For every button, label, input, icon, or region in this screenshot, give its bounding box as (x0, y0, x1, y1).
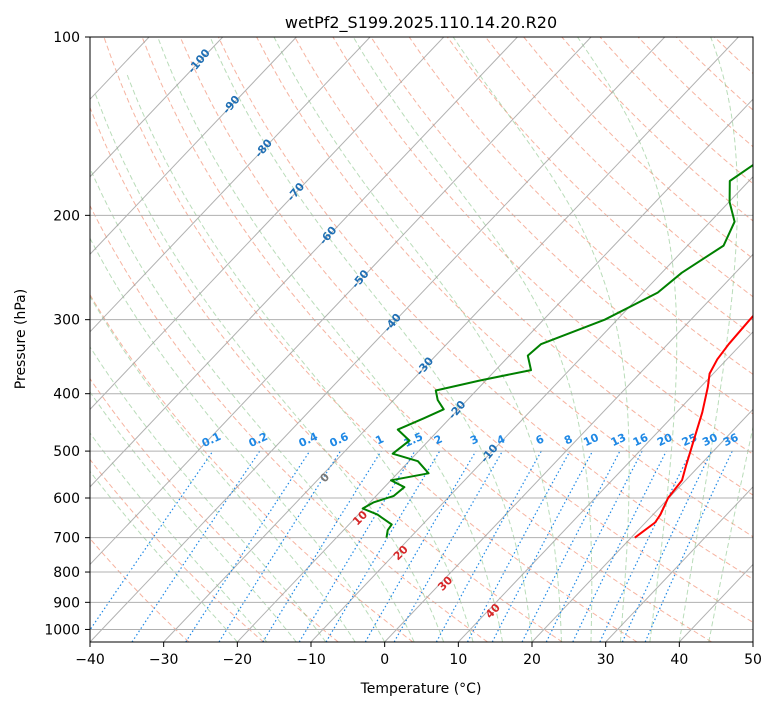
x-axis-label: Temperature (°C) (360, 681, 482, 697)
x-tick-label: 20 (523, 652, 541, 668)
x-tick-label: −10 (296, 652, 326, 668)
moist-adiabat-line (273, 37, 562, 642)
y-tick-label: 600 (53, 491, 80, 507)
isotherm-line (90, 37, 445, 411)
mixing-ratio-line (572, 450, 667, 642)
moist-adiabat-line (678, 37, 738, 642)
sounding-traces (361, 163, 753, 539)
moist-adiabat-line (577, 37, 678, 642)
y-axis-label: Pressure (hPa) (13, 289, 29, 389)
dry-adiabat-line (90, 458, 264, 642)
moist-adiabat-line (90, 391, 297, 642)
moist-adiabat-line (90, 167, 415, 642)
moist-adiabat-line (90, 432, 268, 642)
isotherm-line (90, 37, 592, 566)
y-tick-label: 200 (53, 208, 80, 224)
x-tick-label: −40 (75, 652, 105, 668)
mixing-ratio-line (298, 450, 416, 642)
mixing-ratio-line (644, 450, 733, 642)
dry-adiabat-line (408, 37, 753, 375)
mixing-ratio-line (185, 450, 311, 642)
moist-adiabat-line (157, 37, 503, 642)
x-tick-label: 0 (380, 652, 389, 668)
y-tick-label: 900 (53, 595, 80, 611)
chart-title: wetPf2_S199.2025.110.14.20.R20 (285, 13, 557, 33)
plot-frame (89, 36, 754, 643)
y-axis-ticks: 100 200 300 400 500 600 700 800 900 1000 (44, 30, 90, 638)
dry-adiabat-line (370, 37, 753, 415)
dry-adiabat-line (90, 106, 563, 642)
y-tick-label: 300 (53, 313, 80, 329)
dry-adiabat-line (141, 37, 712, 642)
moist-adiabat-line (452, 37, 630, 642)
mixing-ratio-line (466, 450, 571, 642)
x-tick-label: 30 (597, 652, 615, 668)
x-tick-label: −20 (223, 652, 253, 668)
x-axis-ticks: −40 −30 −20 −10 0 10 20 30 40 50 (75, 642, 762, 668)
mixing-ratio-label: 36 (721, 431, 741, 449)
moist-adiabat-line (708, 424, 753, 642)
background-lines (90, 37, 753, 642)
mixing-ratio-label: 20 (655, 431, 675, 449)
y-tick-label: 500 (53, 444, 80, 460)
isotherm-line (605, 486, 753, 642)
mixing-ratio-line (262, 450, 382, 642)
moist-adiabat-line (209, 37, 533, 642)
y-tick-label: 700 (53, 531, 80, 547)
isotherm-line (384, 253, 753, 642)
mixing-ratio-line (545, 450, 643, 642)
moist-adiabat-line (90, 237, 386, 642)
dry-adiabat-line (485, 37, 753, 298)
mixing-ratio-line (435, 450, 542, 642)
x-tick-label: 50 (744, 652, 762, 668)
moist-adiabat-line (352, 37, 593, 642)
moist-adiabat-line (90, 470, 238, 642)
dewpoint-trace (361, 163, 753, 538)
isotherm-line (531, 408, 753, 642)
dry-adiabat-line (90, 204, 488, 642)
mixing-ratio-line (131, 450, 261, 642)
moist-adiabat-line (95, 94, 445, 642)
mixing-ratio-label: 30 (700, 431, 720, 449)
mixing-ratio-line (218, 450, 342, 642)
x-tick-label: 10 (449, 652, 467, 668)
moist-adiabat-line (126, 72, 474, 642)
y-tick-label: 100 (53, 30, 80, 46)
mixing-ratio-label: 16 (631, 431, 651, 449)
isotherm-line (457, 331, 753, 642)
x-tick-label: −30 (149, 652, 179, 668)
moist-adiabat-line (90, 295, 356, 642)
isotherm-line (90, 37, 518, 488)
mixing-ratio-label: 13 (609, 431, 628, 449)
mixing-ratio-line (393, 450, 504, 642)
dry-adiabat-line (294, 37, 753, 496)
dry-adiabat-line (179, 37, 753, 623)
pressure-grid (90, 37, 753, 630)
isotherm-line (310, 176, 753, 642)
isotherm-line (163, 37, 739, 642)
dry-adiabat-line (103, 37, 638, 642)
temperature-trace (634, 314, 753, 539)
moist-adiabat-line (90, 346, 327, 642)
isotherm-line (90, 37, 666, 642)
dry-adiabat-line (90, 537, 190, 642)
isotherm-line (90, 37, 297, 256)
y-tick-label: 400 (53, 387, 80, 403)
isotherm-line (90, 37, 224, 178)
isotherm-line (236, 98, 753, 642)
isotherm-line (90, 37, 371, 333)
mixing-ratio-line (90, 450, 214, 631)
y-tick-label: 1000 (44, 622, 80, 638)
x-tick-label: 40 (670, 652, 688, 668)
mixing-ratio-label: 10 (581, 431, 601, 449)
y-tick-label: 800 (53, 565, 80, 581)
dry-adiabat-line (217, 37, 753, 580)
